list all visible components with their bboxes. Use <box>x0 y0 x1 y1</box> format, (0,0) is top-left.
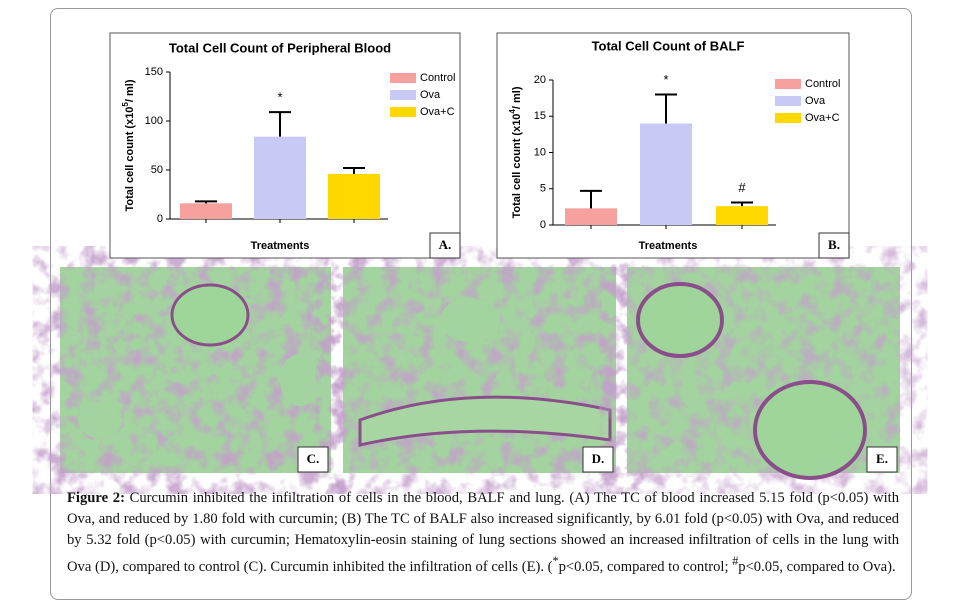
legend-swatch <box>775 113 801 123</box>
caption-sup: * <box>552 554 559 568</box>
error-bar <box>343 167 365 174</box>
annotation: * <box>277 90 282 105</box>
error-bar <box>269 111 291 137</box>
y-axis-label-text: / ml) <box>124 79 136 102</box>
caption-text: p<0.05, compared to Ova). <box>738 558 896 575</box>
image-e <box>627 267 900 480</box>
caption: Figure 2: Curcumin inhibited the infiltr… <box>67 488 899 578</box>
caption-text: Curcumin inhibited the infiltration of c… <box>67 490 899 575</box>
y-tick-label: 150 <box>145 66 163 78</box>
caption-label: Figure 2: <box>67 490 125 506</box>
legend-label: Ova <box>805 95 826 107</box>
legend-swatch <box>775 79 801 89</box>
y-tick-label: 0 <box>157 213 163 225</box>
panel-label: C. <box>307 451 320 466</box>
annotation: * <box>663 72 668 87</box>
panel-label: D. <box>592 451 605 466</box>
panel-label-box <box>429 232 461 259</box>
x-axis-label: Treatments <box>251 240 310 252</box>
bar <box>640 123 692 225</box>
y-tick-label: 50 <box>151 164 163 176</box>
y-axis-label-text: Total cell count (x10 <box>124 107 136 212</box>
legend-label: Ova+C <box>420 106 455 118</box>
y-axis-label: Total cell count (x104/ ml) <box>508 86 523 218</box>
legend-swatch <box>390 107 416 117</box>
figure-frame <box>50 8 912 600</box>
caption-sup: # <box>732 554 739 568</box>
error-bar <box>580 189 602 209</box>
panel-label: A. <box>439 237 452 252</box>
bar <box>565 208 617 225</box>
panel-label-box <box>818 232 850 259</box>
y-tick-label: 5 <box>540 183 546 195</box>
panel-label-box <box>866 446 898 473</box>
panel-label-box <box>582 446 614 473</box>
panel-label-box <box>297 446 329 473</box>
bar <box>716 206 768 225</box>
error-bar <box>655 93 677 124</box>
error-bar <box>731 201 753 207</box>
x-axis-label: Treatments <box>639 240 698 252</box>
y-axis-label: Total cell count (x105/ ml) <box>121 79 136 211</box>
chart-title: Total Cell Count of BALF <box>592 38 745 53</box>
panel-label: B. <box>828 237 840 252</box>
image-d <box>343 267 616 473</box>
y-tick-label: 15 <box>534 110 546 122</box>
annotation: # <box>738 180 746 195</box>
error-bar <box>195 200 217 204</box>
caption-text: p<0.05, compared to control; <box>558 558 733 575</box>
legend-label: Ova+C <box>805 112 840 124</box>
legend-swatch <box>390 73 416 83</box>
legend-swatch <box>390 90 416 100</box>
image-c <box>60 267 331 473</box>
y-tick-label: 100 <box>145 115 163 127</box>
legend-label: Control <box>805 78 840 90</box>
y-axis-label-sup: 4 <box>508 109 517 114</box>
y-axis-label-sup: 5 <box>121 102 130 107</box>
panel-label: E. <box>876 451 888 466</box>
y-axis-label-text: / ml) <box>511 86 523 109</box>
y-axis-label-text: Total cell count (x10 <box>511 114 523 219</box>
y-tick-label: 20 <box>534 74 546 86</box>
legend-label: Ova <box>420 89 441 101</box>
legend-label: Control <box>420 72 455 84</box>
legend-swatch <box>775 96 801 106</box>
y-tick-label: 0 <box>540 219 546 231</box>
bar <box>180 203 232 219</box>
bar <box>328 173 380 219</box>
chart-title: Total Cell Count of Peripheral Blood <box>169 40 391 55</box>
bar <box>254 136 306 219</box>
y-tick-label: 10 <box>534 146 546 158</box>
